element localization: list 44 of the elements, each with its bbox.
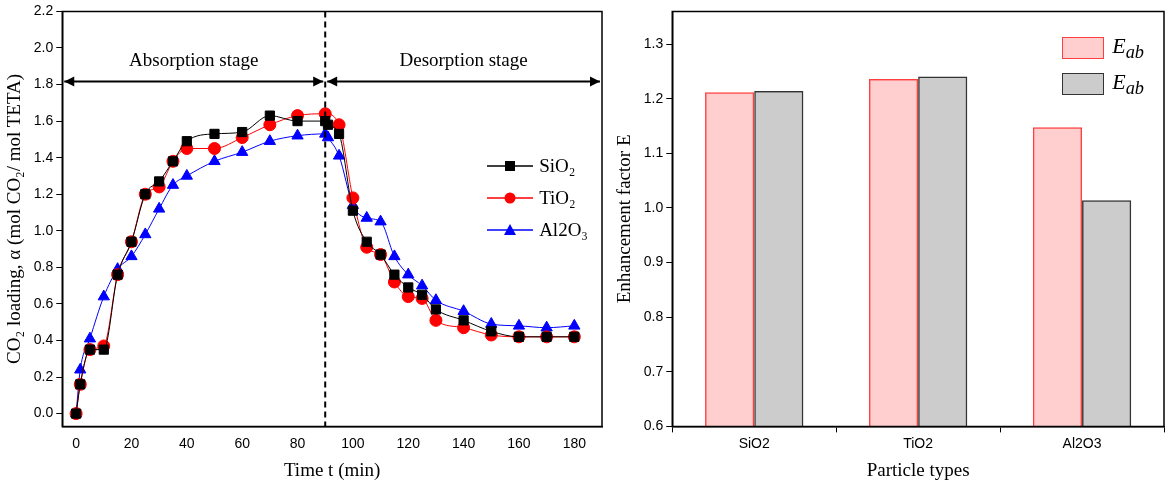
annotation: Desorption stage [399,49,528,71]
x-tick-label: 100 [341,434,365,451]
y-tick-label: 1.3 [643,35,664,52]
x-tick-label: 120 [396,434,421,451]
x-tick-label: SiO2 [738,434,770,451]
x-tick-label: 0 [72,434,81,451]
y-tick-label: 0.6 [33,294,54,311]
y-tick-label: 0.7 [643,362,664,379]
y-tick-label: 1.0 [643,198,664,215]
y-tick-label: 0.2 [33,367,54,384]
x-tick-label: Al2O3 [1062,434,1102,451]
y-tick-label: 0.0 [33,404,54,421]
x-tick-label: 40 [179,434,195,451]
y-tick-label: 1.8 [33,75,54,92]
y-axis-title: Enhancement factor E [613,134,635,304]
legend-label: E$_{ab}$ [1112,32,1144,64]
y-tick-label: 1.4 [33,148,54,165]
y-tick-label: 0.8 [643,308,664,325]
y-axis-title: CO₂ loading, α (mol CO₂/ mol TETA) [3,73,26,364]
x-tick-label: 60 [234,434,251,451]
y-tick-label: 1.1 [643,144,664,161]
y-tick-label: 0.6 [643,417,664,434]
y-tick-label: 0.8 [33,258,54,275]
annotation: Absorption stage [129,49,259,71]
y-tick-label: 1.6 [33,111,54,128]
y-tick-label: 2.2 [33,2,54,19]
x-tick-label: TiO2 [903,434,934,451]
legend-label: Al2O₃ [539,219,588,241]
legend-label: TiO₂ [539,187,576,209]
x-tick-label: 140 [451,434,476,451]
x-tick-label: 180 [562,434,587,451]
x-tick-label: 80 [289,434,306,451]
y-tick-label: 0.9 [643,253,664,270]
legend-label: SiO₂ [539,155,576,177]
x-axis-title: Time t (min) [283,458,381,481]
legend-label: E$_{ab}$ [1112,68,1144,100]
y-tick-label: 2.0 [33,38,54,55]
y-tick-label: 1.2 [643,89,664,106]
x-axis-title: Particle types [866,458,970,480]
y-tick-label: 0.4 [33,331,54,348]
y-tick-label: 1.0 [33,221,54,238]
x-tick-label: 20 [123,434,140,451]
y-tick-label: 1.2 [33,185,54,202]
x-tick-label: 160 [507,434,531,451]
